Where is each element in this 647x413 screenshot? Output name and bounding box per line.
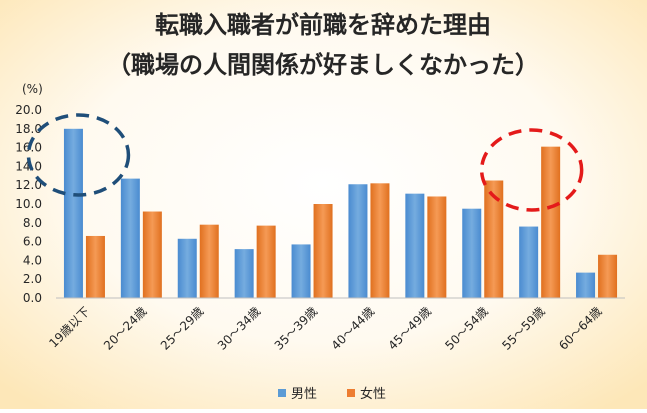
bar-male	[462, 208, 482, 298]
bar-female	[85, 235, 105, 298]
legend: 男性 女性	[278, 386, 386, 402]
highlight-ellipse	[26, 113, 131, 197]
y-tick-label: 12.0	[15, 178, 42, 192]
chart-subtitle: （職場の人間関係が好ましくなかった）	[107, 51, 539, 79]
legend-label: 男性	[291, 387, 317, 402]
bar-male	[120, 178, 140, 298]
bar-male	[519, 226, 539, 298]
bar-female	[142, 211, 162, 298]
bar-female	[598, 254, 618, 298]
annotations	[26, 113, 584, 212]
highlight-ellipse	[479, 128, 584, 212]
y-tick-label: 0.0	[23, 291, 42, 305]
y-tick-label: 2.0	[23, 272, 42, 286]
bar-female	[484, 180, 504, 298]
y-tick-label: 6.0	[23, 235, 42, 249]
legend-swatch	[347, 389, 355, 397]
bar-male	[63, 128, 83, 298]
bar-male	[405, 193, 425, 298]
y-tick-label: 14.0	[15, 159, 42, 173]
legend-swatch	[278, 389, 286, 397]
y-tick-label: 10.0	[15, 197, 42, 211]
bar-female	[427, 196, 447, 298]
y-tick-label: 18.0	[15, 122, 42, 136]
bar-male	[234, 249, 254, 298]
bar-male	[291, 244, 311, 298]
y-axis-unit: (%)	[22, 82, 43, 96]
y-tick-label: 8.0	[23, 216, 42, 230]
chart-title: 転職入職者が前職を辞めた理由	[155, 11, 491, 39]
bar-female	[541, 146, 561, 298]
bar-female	[370, 183, 390, 298]
y-tick-label: 20.0	[15, 103, 42, 117]
y-tick-label: 4.0	[23, 253, 42, 267]
bar-male	[348, 184, 368, 298]
bar-male	[576, 272, 596, 298]
bars	[63, 128, 618, 298]
bar-male	[177, 238, 197, 298]
legend-label: 女性	[360, 386, 386, 402]
bar-female	[256, 225, 276, 298]
bar-female	[199, 224, 219, 298]
bar-female	[313, 204, 333, 298]
